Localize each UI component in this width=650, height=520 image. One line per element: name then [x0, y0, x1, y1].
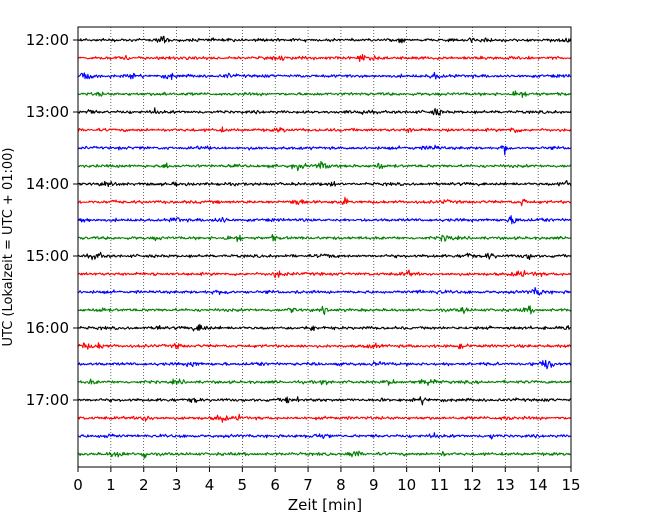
trace-line — [77, 378, 572, 386]
trace-line — [77, 359, 572, 370]
traces — [77, 35, 572, 459]
x-tick-label: 0 — [73, 476, 83, 494]
trace-line — [77, 323, 572, 332]
x-tick-label: 1 — [106, 476, 116, 494]
x-tick-label: 15 — [561, 476, 580, 494]
trace-line — [77, 144, 572, 156]
trace-line — [77, 269, 572, 279]
x-tick-label: 14 — [529, 476, 548, 494]
y-tick-label: 16:00 — [26, 319, 69, 337]
trace-line — [77, 233, 572, 243]
y-tick-label: 12:00 — [26, 31, 69, 49]
y-axis: 12:00 13:00 14:00 15:00 16:00 17:00 — [26, 31, 78, 409]
trace-line — [77, 450, 572, 459]
trace-line — [77, 35, 572, 44]
trace-line — [77, 251, 572, 261]
trace-line — [77, 413, 572, 423]
x-tick-label: 9 — [369, 476, 379, 494]
x-tick-label: 4 — [205, 476, 215, 494]
x-tick-label: 3 — [172, 476, 182, 494]
x-axis-label: Zeit [min] — [288, 496, 362, 514]
x-axis: 0 1 2 3 4 5 6 7 8 9 10 11 12 13 14 15 — [73, 467, 581, 494]
grid — [110, 27, 539, 467]
trace-line — [77, 196, 572, 207]
trace-line — [77, 180, 572, 188]
trace-line — [77, 71, 572, 81]
y-tick-label: 13:00 — [26, 103, 69, 121]
x-tick-label: 2 — [139, 476, 149, 494]
y-tick-label: 17:00 — [26, 391, 69, 409]
x-tick-label: 10 — [397, 476, 416, 494]
x-tick-label: 12 — [463, 476, 482, 494]
x-tick-label: 8 — [336, 476, 346, 494]
trace-line — [77, 287, 572, 296]
plot-frame — [77, 26, 572, 468]
trace-line — [77, 53, 572, 63]
trace-line — [77, 126, 572, 134]
x-tick-label: 11 — [430, 476, 449, 494]
trace-line — [77, 305, 572, 315]
trace-line — [77, 342, 572, 350]
trace-line — [77, 215, 572, 225]
x-tick-label: 5 — [238, 476, 248, 494]
x-tick-label: 6 — [270, 476, 280, 494]
x-tick-label: 13 — [496, 476, 515, 494]
x-tick-label: 7 — [303, 476, 313, 494]
trace-line — [77, 432, 572, 440]
y-tick-label: 15:00 — [26, 247, 69, 265]
trace-line — [77, 160, 572, 172]
trace-line — [77, 90, 572, 98]
y-axis-label: UTC (Lokalzeit = UTC + 01:00) — [1, 148, 16, 347]
trace-line — [77, 396, 572, 406]
y-tick-label: 14:00 — [26, 175, 69, 193]
trace-line — [77, 107, 572, 116]
